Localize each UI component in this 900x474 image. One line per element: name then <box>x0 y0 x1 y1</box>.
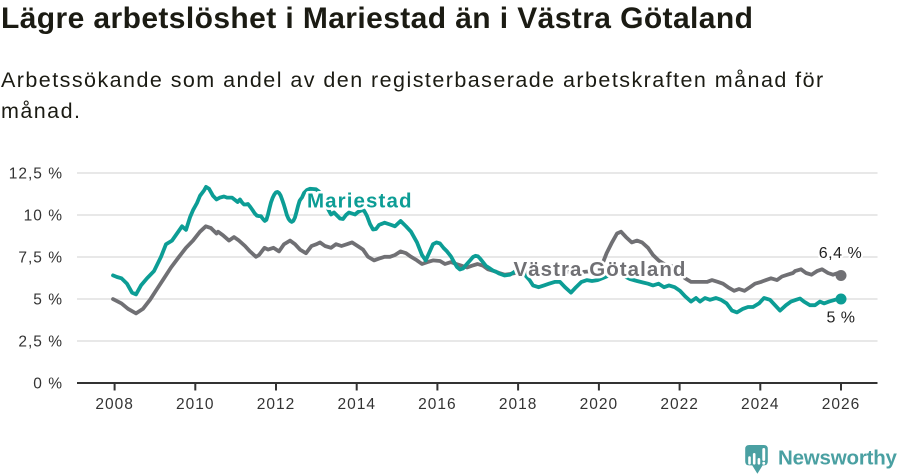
svg-text:10 %: 10 % <box>24 208 63 225</box>
svg-text:2018: 2018 <box>499 396 537 413</box>
svg-text:2008: 2008 <box>95 396 133 413</box>
svg-text:2010: 2010 <box>176 396 214 413</box>
svg-text:2016: 2016 <box>418 396 456 413</box>
svg-text:2024: 2024 <box>741 396 779 413</box>
svg-text:6,4 %: 6,4 % <box>819 245 862 262</box>
svg-text:2014: 2014 <box>337 396 375 413</box>
svg-text:Newsworthy: Newsworthy <box>778 447 898 470</box>
svg-text:2026: 2026 <box>822 396 860 413</box>
svg-text:Mariestad: Mariestad <box>307 190 413 213</box>
svg-text:5 %: 5 % <box>33 292 63 309</box>
svg-text:12,5 %: 12,5 % <box>9 166 63 183</box>
svg-text:2020: 2020 <box>580 396 618 413</box>
svg-text:2022: 2022 <box>660 396 698 413</box>
svg-text:5 %: 5 % <box>826 310 855 327</box>
svg-text:2012: 2012 <box>257 396 295 413</box>
svg-text:2,5 %: 2,5 % <box>18 334 63 351</box>
svg-text:7,5 %: 7,5 % <box>18 250 63 267</box>
svg-text:0 %: 0 % <box>33 376 63 393</box>
svg-text:Västra Götaland: Västra Götaland <box>514 258 687 281</box>
